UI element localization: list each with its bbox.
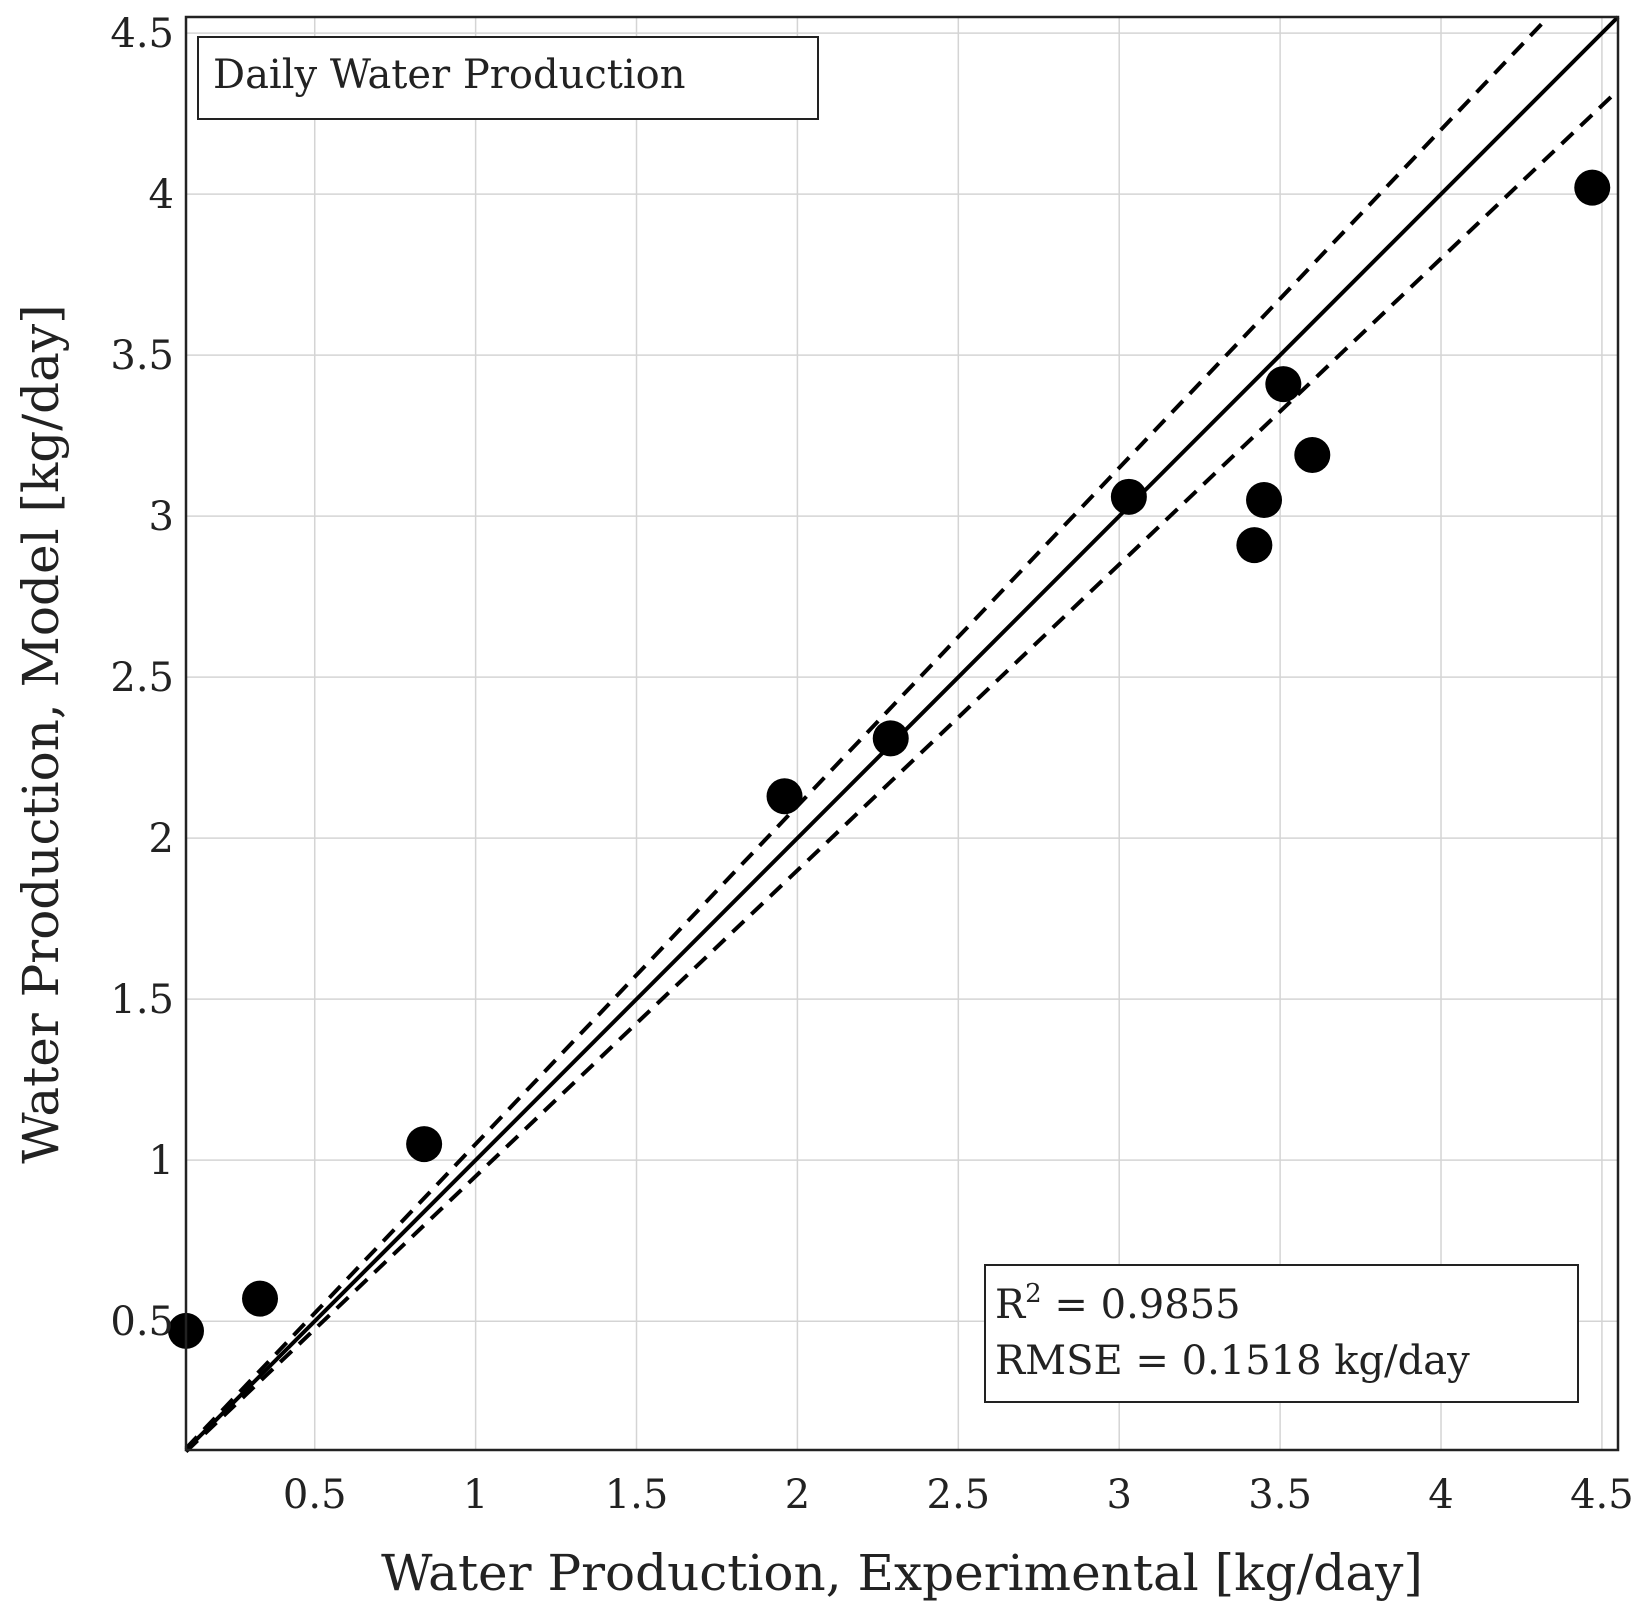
- x-tick-label: 0.5: [283, 1472, 347, 1518]
- data-point: [242, 1280, 279, 1317]
- data-point: [1294, 436, 1331, 473]
- rmse-text: RMSE = 0.1518 kg/day: [995, 1338, 1470, 1384]
- x-tick-label: 2.5: [927, 1472, 991, 1518]
- r-squared-superscript: 2: [1025, 1279, 1042, 1309]
- y-tick-label: 0.5: [110, 1299, 174, 1345]
- y-tick-label: 2: [149, 816, 174, 862]
- y-tick-label: 3.5: [110, 333, 174, 379]
- x-tick-label: 2: [785, 1472, 810, 1518]
- x-axis-label: Water Production, Experimental [kg/day]: [381, 1544, 1423, 1602]
- y-tick-label: 1.5: [110, 977, 174, 1023]
- x-tick-label: 3.5: [1248, 1472, 1312, 1518]
- lower-bound-line: [184, 88, 1620, 1454]
- x-tick-label: 3: [1106, 1472, 1131, 1518]
- stats-frame: [984, 1264, 1579, 1403]
- y-tick-label: 2.5: [110, 655, 174, 701]
- y-tick-label: 4: [149, 172, 174, 218]
- x-tick-label: 1: [463, 1472, 488, 1518]
- data-point: [1110, 478, 1147, 515]
- upper-bound-line: [184, 15, 1550, 1450]
- y-tick-label: 3: [149, 494, 174, 540]
- y-tick-label: 4.5: [110, 11, 174, 57]
- x-tick-label: 4: [1428, 1472, 1453, 1518]
- data-point: [766, 778, 803, 815]
- r-squared-label: R: [995, 1282, 1027, 1328]
- x-tick-label: 1.5: [605, 1472, 669, 1518]
- plot-frame: [184, 15, 1620, 1452]
- y-tick-labels: 0.5 1 1.5 2 2.5 3 3.5 4 4.5: [110, 11, 174, 1345]
- data-points: [168, 169, 1611, 1349]
- y-tick-label: 1: [149, 1138, 174, 1184]
- r-squared-text: R2 = 0.9855: [995, 1279, 1241, 1328]
- legend-frame: [197, 36, 819, 120]
- y-axis-label: Water Production, Model [kg/day]: [12, 304, 70, 1163]
- stats-box: R2 = 0.9855 RMSE = 0.1518 kg/day: [984, 1264, 1579, 1403]
- data-point: [406, 1126, 443, 1163]
- data-point: [1574, 169, 1611, 206]
- data-point: [1265, 366, 1302, 403]
- data-point: [1246, 482, 1283, 519]
- legend-box: Daily Water Production: [197, 36, 819, 120]
- x-tick-label: 4.5: [1570, 1472, 1634, 1518]
- r-squared-value: = 0.9855: [1042, 1282, 1241, 1328]
- data-point: [872, 720, 909, 757]
- data-point: [1236, 527, 1273, 564]
- x-tick-labels: 0.5 1 1.5 2 2.5 3 3.5 4 4.5: [283, 1472, 1634, 1518]
- legend-label: Daily Water Production: [213, 52, 685, 98]
